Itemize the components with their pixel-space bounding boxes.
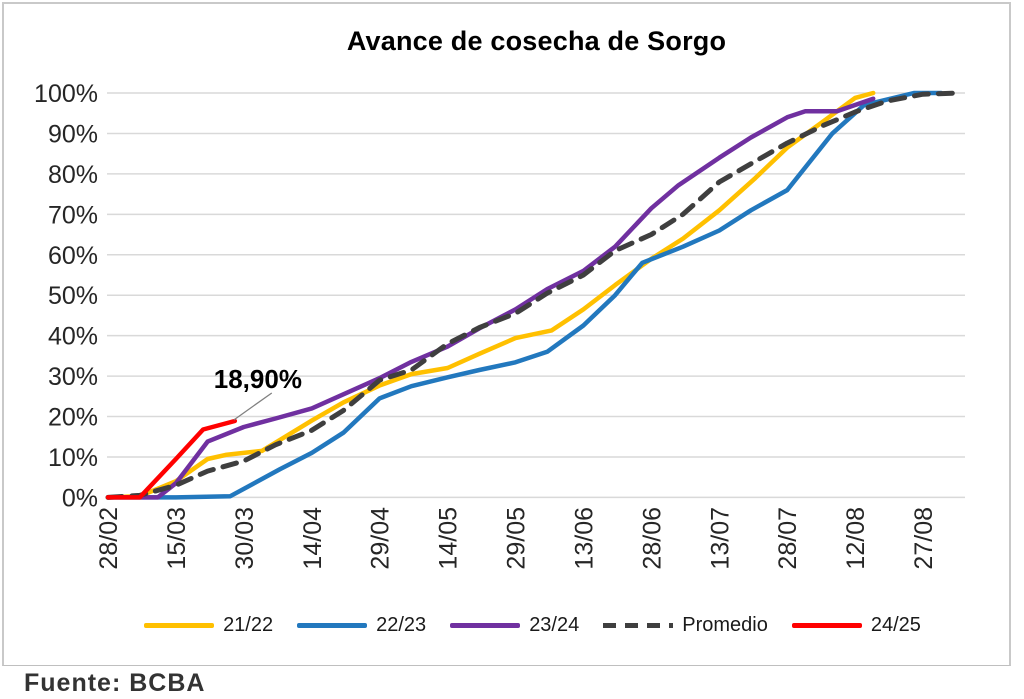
legend-label-24-25: 24/25: [870, 613, 921, 636]
legend-label-23-24: 23/24: [529, 613, 580, 636]
y-tick-label-10: 10%: [48, 444, 98, 472]
x-tick-label-13-06: 13/06: [570, 507, 598, 570]
y-tick-label-0: 0%: [62, 484, 98, 512]
legend: 21/22 22/23 23/24 Promedio 24/25: [100, 609, 965, 641]
series-line-24-25: [105, 418, 238, 500]
legend-swatch-promedio-dashed-line: [603, 622, 674, 628]
series-line-22-23: [105, 90, 944, 500]
x-tick-label-14-04: 14/04: [299, 507, 327, 570]
x-tick-label-28-06: 28/06: [638, 507, 666, 570]
y-tick-label-70: 70%: [48, 201, 98, 229]
legend-swatch-24-25-line: [791, 622, 862, 628]
y-tick-label-40: 40%: [48, 323, 98, 351]
legend-label-22-23: 22/23: [376, 613, 427, 636]
y-tick-label-100: 100%: [34, 80, 98, 108]
x-tick-label-30-03: 30/03: [231, 507, 259, 570]
x-tick-label-13-07: 13/07: [706, 507, 734, 570]
x-tick-label-15-03: 15/03: [163, 507, 191, 570]
chart-title: Avance de cosecha de Sorgo: [346, 26, 727, 56]
series-line-Promedio: [105, 90, 962, 500]
x-tick-label-28-02: 28/02: [95, 507, 123, 570]
y-tick-label-80: 80%: [48, 161, 98, 189]
annotation-leader-line: [233, 392, 273, 421]
y-tick-label-50: 50%: [48, 282, 98, 310]
legend-label-promedio: Promedio: [682, 613, 768, 636]
x-tick-label-29-05: 29/05: [503, 507, 531, 570]
legend-swatch-22-23-line: [297, 622, 368, 628]
y-tick-label-60: 60%: [48, 242, 98, 270]
legend-swatch-21-22-line: [144, 622, 215, 628]
legend-swatch-23-24-line: [450, 622, 521, 628]
plot-area: 0% 10% 20% 30% 40% 50% 60% 70% 80% 90% 100% 28/02 15…: [34, 80, 965, 570]
legend-item-21-22: 21/22: [144, 614, 273, 637]
y-tick-label-20: 20%: [48, 404, 98, 432]
legend-item-23-24: 23/24: [450, 614, 579, 637]
source-note-clipped: Fuente: BCBA: [24, 669, 206, 697]
y-tick-label-30: 30%: [48, 363, 98, 391]
chart-frame: [2, 2, 1011, 666]
series-line-21-22: [105, 90, 876, 500]
x-tick-label-28-07: 28/07: [774, 507, 802, 570]
annotation-label: 18,90%: [214, 364, 302, 394]
y-tick-label-90: 90%: [48, 120, 98, 148]
x-tick-label-29-04: 29/04: [367, 507, 395, 570]
legend-item-promedio: Promedio: [603, 614, 768, 637]
legend-label-21-22: 21/22: [223, 613, 274, 636]
legend-item-24-25: 24/25: [791, 613, 921, 637]
x-tick-label-27-08: 27/08: [910, 507, 938, 570]
legend-item-22-23: 22/23: [297, 614, 426, 637]
x-tick-label-12-08: 12/08: [842, 507, 870, 570]
x-tick-label-14-05: 14/05: [435, 507, 463, 570]
